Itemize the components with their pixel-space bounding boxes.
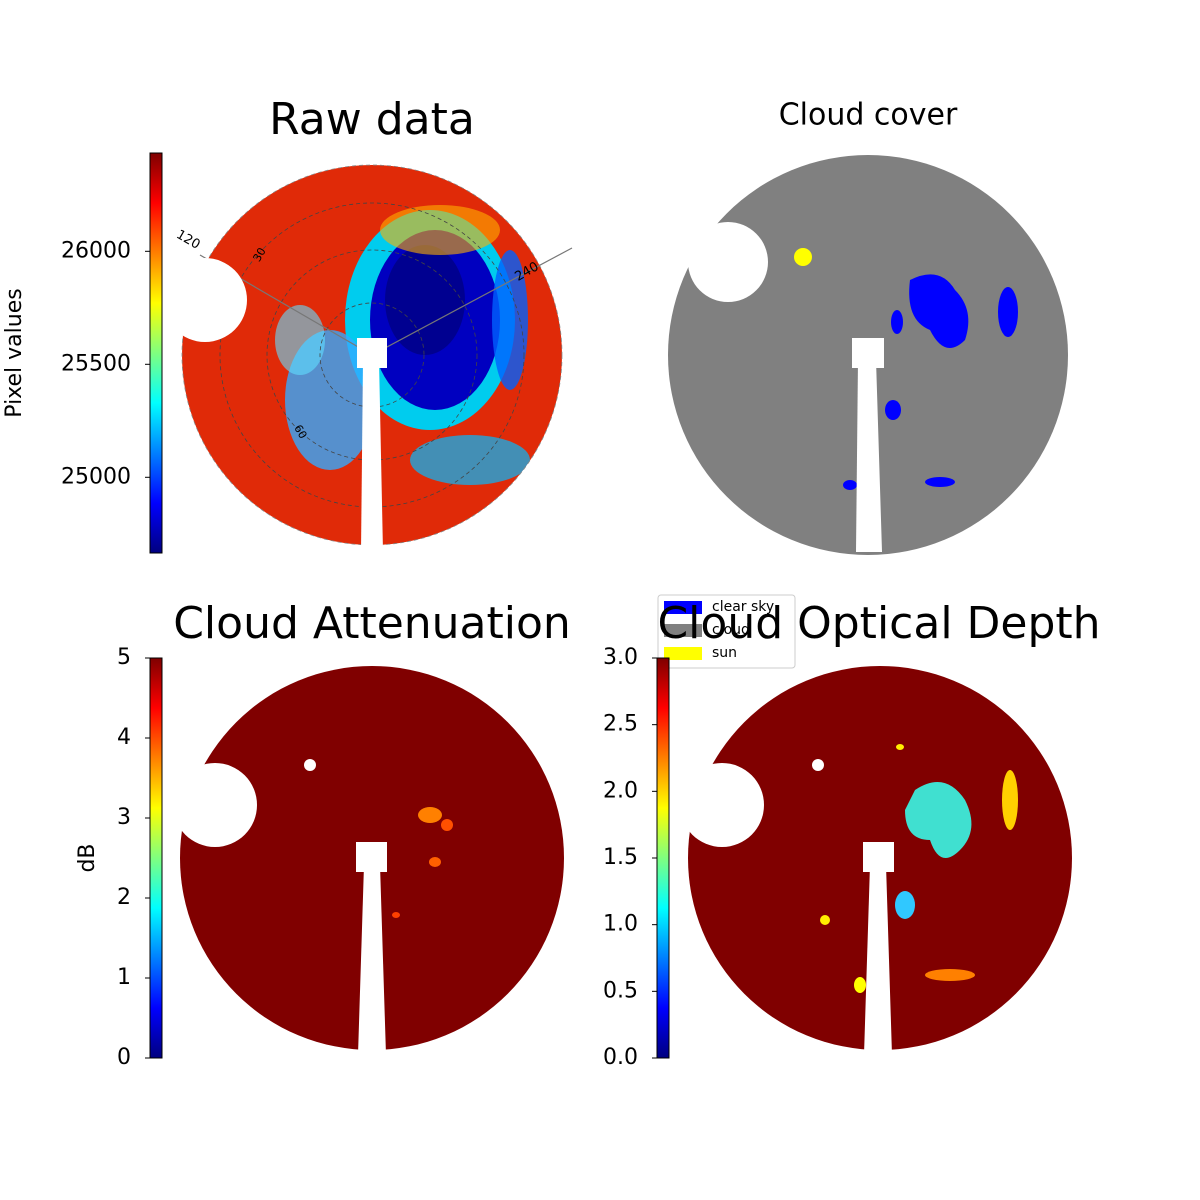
colorbar-tick-label: 3.0 [603, 645, 638, 670]
colorbar-tick-label: 0 [117, 1045, 131, 1070]
panel-title: Cloud Attenuation [173, 598, 571, 649]
mask [812, 759, 824, 771]
mask [361, 360, 383, 552]
colorbar-tick-label: 0.0 [603, 1045, 638, 1070]
polar-label: 30 [250, 245, 268, 264]
panel-title: Cloud cover [779, 98, 958, 133]
mask [688, 222, 768, 302]
legend-swatch [664, 624, 702, 637]
colorbar-label: Pixel values [2, 288, 27, 417]
panel-title: Cloud Optical Depth [657, 598, 1100, 649]
mask [358, 865, 386, 1055]
colorbar [149, 152, 163, 554]
colorbar-label: dB [75, 843, 100, 872]
mask [304, 759, 316, 771]
colorbar-tick-label: 2.0 [603, 778, 638, 803]
colorbar-tick-label: 26000 [61, 238, 131, 263]
legend-label: clear sky [712, 599, 774, 615]
polar-label: 120 [173, 227, 202, 252]
colorbar-tick-label: 1 [117, 965, 131, 990]
colorbar [656, 657, 670, 1059]
legend-label: sun [712, 645, 737, 661]
mask [173, 763, 257, 847]
colorbar-tick-label: 0.5 [603, 978, 638, 1003]
sky-image [182, 165, 562, 545]
sun [794, 248, 812, 266]
colorbar-tick-label: 1.5 [603, 845, 638, 870]
panel-title: Raw data [269, 94, 475, 145]
colorbar-tick-label: 2.5 [603, 712, 638, 737]
legend-label: cloud [712, 622, 750, 638]
colorbar-tick-label: 4 [117, 725, 131, 750]
colorbar-tick-label: 3 [117, 805, 131, 830]
legend-swatch [664, 647, 702, 660]
colorbar-tick-label: 2 [117, 885, 131, 910]
colorbar-tick-label: 25000 [61, 464, 131, 489]
mask [163, 258, 247, 342]
mask [680, 763, 764, 847]
annotations: 25000 25500 26000 Pixel values Raw data clear… [2, 94, 1101, 1070]
legend-swatch [664, 601, 702, 614]
colorbar-tick-label: 25500 [61, 351, 131, 376]
colorbar-tick-label: 5 [117, 645, 131, 670]
polar-label: 60 [291, 422, 309, 441]
mask [856, 360, 882, 552]
mask [864, 865, 892, 1055]
colorbar [149, 657, 163, 1059]
colorbar-tick-label: 1.0 [603, 912, 638, 937]
